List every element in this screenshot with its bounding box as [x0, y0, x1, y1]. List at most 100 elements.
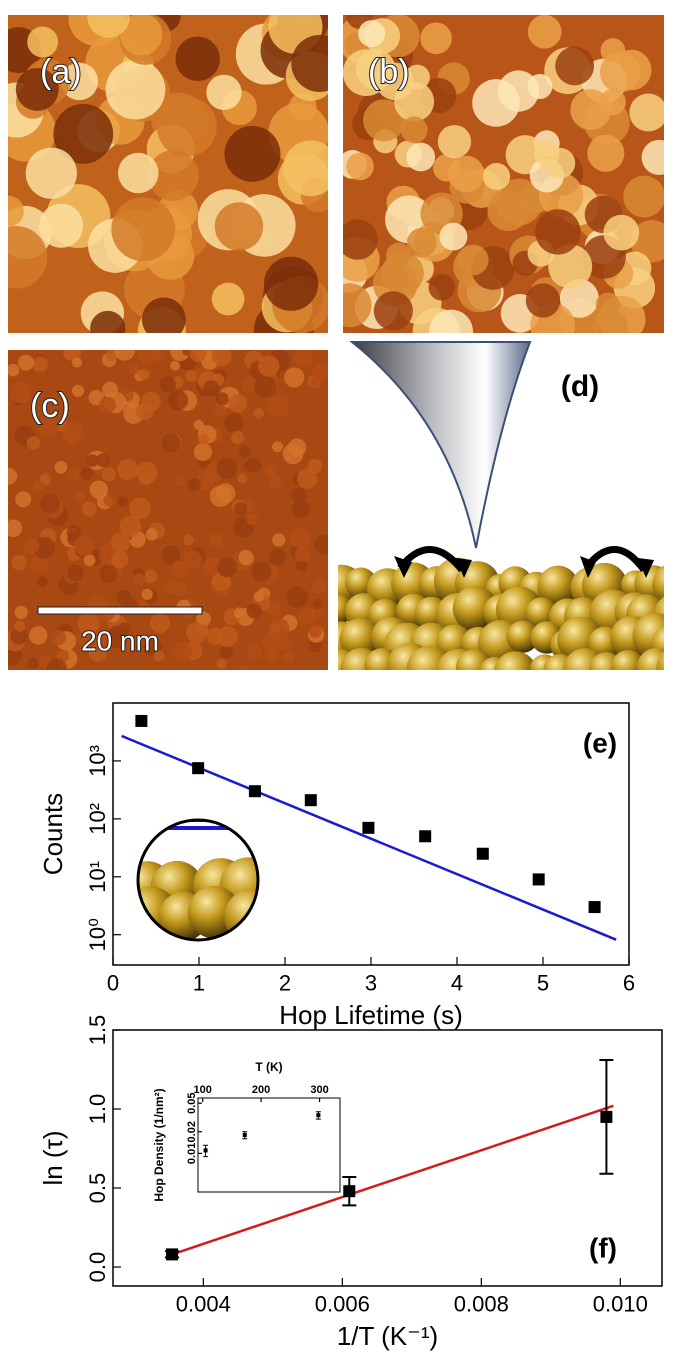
grain: [117, 496, 129, 507]
grain: [437, 124, 472, 159]
x-tick-label: 0.006: [315, 1292, 370, 1317]
afm-image-a: [8, 15, 328, 333]
grain: [25, 147, 77, 199]
grain: [153, 650, 165, 662]
nanoparticle: [537, 565, 579, 607]
grain: [247, 645, 262, 660]
y-axis-title: ln (τ): [38, 1130, 68, 1185]
stm-tip: [349, 341, 532, 549]
grain: [237, 664, 248, 670]
y-tick-label: 10¹: [85, 861, 110, 893]
grain: [291, 487, 307, 503]
grain: [30, 555, 50, 575]
grain: [258, 355, 280, 377]
plot-frame: [197, 1097, 341, 1193]
grain: [381, 251, 424, 295]
panel-label: (d): [561, 370, 599, 403]
grain: [291, 499, 311, 519]
grain: [439, 222, 468, 251]
grain: [39, 203, 84, 248]
x-tick-label: 3: [365, 971, 377, 996]
grain: [246, 458, 262, 473]
nanoparticle-film: [338, 557, 664, 670]
grain: [312, 599, 323, 610]
grain: [253, 591, 265, 602]
grain: [215, 483, 236, 504]
grain: [120, 15, 163, 56]
grain: [428, 309, 474, 333]
grain: [224, 125, 281, 182]
data-point: [248, 785, 261, 798]
grain: [216, 557, 237, 578]
grain: [15, 68, 59, 111]
grain: [15, 491, 32, 508]
grain: [599, 88, 626, 116]
grain: [216, 658, 228, 670]
grain: [629, 93, 664, 132]
grain: [272, 441, 284, 453]
grain: [145, 528, 158, 541]
grain: [167, 390, 189, 411]
grain: [90, 310, 126, 333]
grain: [185, 370, 197, 382]
data-point: [532, 873, 545, 886]
y-tick-label: 10⁰: [85, 918, 110, 951]
grain: [187, 478, 201, 492]
inset-illustration: [138, 820, 258, 940]
data-point: [600, 1110, 613, 1123]
data-point: [192, 762, 205, 775]
nanoparticle: [652, 565, 664, 604]
grain: [99, 396, 116, 414]
data-point: [343, 1185, 356, 1198]
plot-frame: [112, 1029, 663, 1287]
grain: [290, 527, 311, 549]
grain: [373, 291, 413, 331]
grain: [559, 278, 599, 318]
grain: [238, 550, 254, 566]
grain: [183, 550, 202, 569]
grain: [282, 140, 328, 197]
grain: [129, 497, 151, 520]
nanoparticle: [636, 647, 664, 670]
grain: [535, 209, 581, 255]
x-tick-label: 6: [623, 971, 635, 996]
grain: [9, 381, 32, 404]
grain: [23, 537, 40, 554]
grain: [169, 360, 180, 371]
grain: [74, 536, 95, 556]
grain: [119, 515, 142, 538]
grain: [224, 413, 244, 434]
grain: [113, 350, 136, 361]
grain: [287, 438, 307, 457]
grain: [548, 244, 593, 289]
panel-label: (f): [589, 1232, 617, 1263]
grain: [8, 195, 24, 227]
grain: [641, 139, 664, 175]
grain: [217, 625, 238, 647]
data-point: [304, 794, 317, 807]
grain: [214, 202, 264, 251]
grain: [420, 22, 452, 55]
grain: [483, 162, 511, 191]
grain: [216, 458, 238, 479]
grain: [99, 564, 118, 584]
grain: [487, 189, 530, 232]
y-tick-label: 0.01: [186, 1143, 198, 1164]
grain: [60, 62, 99, 101]
y-axis-title: Hop Density (1/nm²): [152, 1088, 166, 1201]
grain: [128, 364, 140, 375]
grain: [268, 548, 287, 566]
grain: [88, 644, 107, 662]
grain: [294, 350, 313, 367]
grain: [136, 402, 154, 421]
grain: [175, 36, 220, 82]
grain: [10, 627, 28, 645]
panel-label: (b): [368, 53, 410, 91]
grain: [363, 99, 406, 142]
grain: [8, 467, 18, 485]
grain: [163, 581, 177, 594]
grain: [194, 442, 212, 461]
data-point: [203, 1148, 208, 1153]
grain: [17, 354, 34, 371]
